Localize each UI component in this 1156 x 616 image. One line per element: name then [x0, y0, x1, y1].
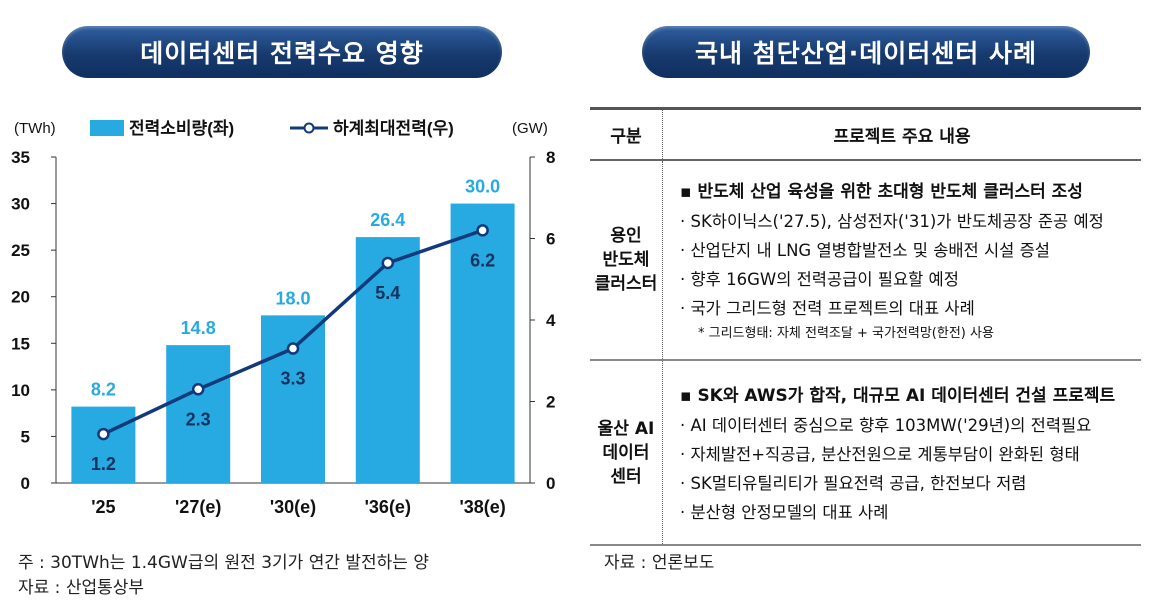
line-value-label: 5.4 — [375, 283, 400, 303]
right-axis-unit: (GW) — [512, 120, 548, 137]
table-source: 자료 : 언론보도 — [604, 553, 715, 573]
category-line: 센터 — [610, 466, 642, 487]
line-value-label: 2.3 — [186, 409, 211, 429]
bar — [166, 345, 231, 483]
bar-value-label: 30.0 — [465, 177, 500, 197]
legend-bar-label: 전력소비량(좌) — [129, 119, 234, 138]
right-tick-label: 2 — [546, 393, 555, 412]
left-tick-label: 30 — [11, 195, 30, 214]
line-value-label: 1.2 — [91, 454, 116, 474]
legend-line-label: 하계최대전력(우) — [333, 119, 454, 138]
case-bullet: · 자체발전+직공급, 분산전원으로 계통부담이 완화된 형태 — [680, 444, 1080, 464]
right-tick-label: 6 — [546, 230, 555, 249]
left-axis-unit: (TWh) — [14, 120, 56, 137]
bar-value-label: 18.0 — [275, 288, 310, 308]
bar — [261, 315, 325, 483]
table-row: 용인 반도체 클러스터 ▪ 반도체 산업 육성을 위한 초대형 반도체 클러스터… — [590, 160, 1141, 361]
line-point — [476, 224, 489, 237]
line-point — [191, 383, 205, 396]
left-title-banner: 데이터센터 전력수요 영향 — [62, 26, 502, 78]
row-content: ▪ 반도체 산업 육성을 위한 초대형 반도체 클러스터 조성 · SK하이닉스… — [662, 160, 1141, 361]
x-tick-label: '36(e) — [365, 497, 411, 517]
case-bullet: · 국가 그리드형 전력 프로젝트의 대표 사례 — [680, 299, 975, 318]
category-line: 반도체 — [602, 250, 650, 270]
case-bullet: · SK멀티유틸리티가 필요전력 공급, 한전보다 저렴 — [680, 473, 1027, 493]
bar — [71, 406, 136, 483]
row-category: 울산 AI 데이터 센터 — [590, 360, 663, 546]
right-title-banner: 국내 첨단산업·데이터센터 사례 — [642, 26, 1090, 78]
header-content: 프로젝트 주요 내용 — [662, 107, 1141, 161]
right-title: 국내 첨단산업·데이터센터 사례 — [695, 39, 1037, 68]
right-tick-label: 8 — [546, 148, 555, 167]
row-content: ▪ SK와 AWS가 합작, 대규모 AI 데이터센터 건설 프로젝트 · AI… — [662, 360, 1141, 546]
x-tick-label: '30(e) — [270, 497, 316, 517]
left-tick-label: 25 — [11, 241, 30, 260]
left-tick-label: 15 — [11, 334, 30, 353]
chart-source: 자료 : 산업통상부 — [18, 578, 145, 598]
x-tick-label: '27(e) — [175, 497, 221, 517]
case-bullet: · AI 데이터센터 중심으로 향후 103MW('29년)의 전력필요 — [680, 415, 1092, 435]
case-bullet: · SK하이닉스('27.5), 삼성전자('31)가 반도체공장 준공 예정 — [680, 212, 1104, 231]
bar-value-label: 14.8 — [181, 318, 216, 338]
case-bullet: · 분산형 안정모델의 대표 사례 — [680, 502, 889, 522]
line-value-label: 3.3 — [280, 369, 305, 389]
case-table: 구분 프로젝트 주요 내용 용인 반도체 클러스터 ▪ 반도체 산업 육성을 위… — [590, 107, 1141, 546]
case-headline: ▪ 반도체 산업 육성을 위한 초대형 반도체 클러스터 조성 — [680, 182, 1083, 202]
legend-bar-swatch — [90, 120, 124, 136]
line-point — [97, 427, 110, 441]
case-bullet: · 향후 16GW의 전력공급이 필요할 예정 — [680, 270, 959, 289]
line-value-label: 6.2 — [470, 250, 495, 270]
row-category: 용인 반도체 클러스터 — [590, 160, 663, 361]
left-title: 데이터센터 전력수요 영향 — [140, 39, 424, 68]
case-headline: ▪ SK와 AWS가 합작, 대규모 AI 데이터센터 건설 프로젝트 — [680, 385, 1116, 406]
line-point — [286, 342, 300, 355]
left-tick-label: 0 — [21, 474, 30, 493]
line-point — [381, 256, 395, 270]
left-tick-label: 20 — [11, 288, 30, 307]
bar-value-label: 26.4 — [370, 210, 405, 230]
x-tick-label: '38(e) — [459, 497, 505, 517]
case-footnote: * 그리드형태: 자체 전력조달 + 국가전력망(한전) 사용 — [698, 326, 994, 341]
category-line: 데이터 — [602, 442, 650, 463]
bar — [355, 237, 420, 483]
header-category: 구분 — [590, 107, 663, 161]
category-line: 클러스터 — [594, 274, 658, 294]
table-row: 울산 AI 데이터 센터 ▪ SK와 AWS가 합작, 대규모 AI 데이터센터… — [590, 360, 1141, 546]
chart: 0 5 10 15 20 25 30 35 0 2 4 6 8 (TWh) (GW) 전력소비량(좌) 하계최대… — [11, 119, 556, 517]
category-line: 울산 AI — [597, 418, 655, 439]
bar — [450, 203, 515, 484]
case-bullet: · 산업단지 내 LNG 열병합발전소 및 송배전 시설 증설 — [680, 241, 1050, 260]
category-line: 용인 — [610, 226, 642, 246]
right-tick-label: 0 — [546, 474, 555, 493]
left-tick-label: 35 — [11, 148, 30, 167]
right-tick-label: 4 — [546, 311, 556, 330]
table-header-row: 구분 프로젝트 주요 내용 — [590, 107, 1141, 161]
left-tick-label: 5 — [21, 427, 30, 446]
chart-note: 주 : 30TWh는 1.4GW급의 원전 3기가 연간 발전하는 양 — [18, 553, 429, 573]
left-tick-label: 10 — [11, 381, 30, 400]
legend-line-marker — [303, 122, 315, 134]
bar-value-label: 8.2 — [91, 380, 116, 400]
x-tick-label: '25 — [91, 497, 115, 517]
